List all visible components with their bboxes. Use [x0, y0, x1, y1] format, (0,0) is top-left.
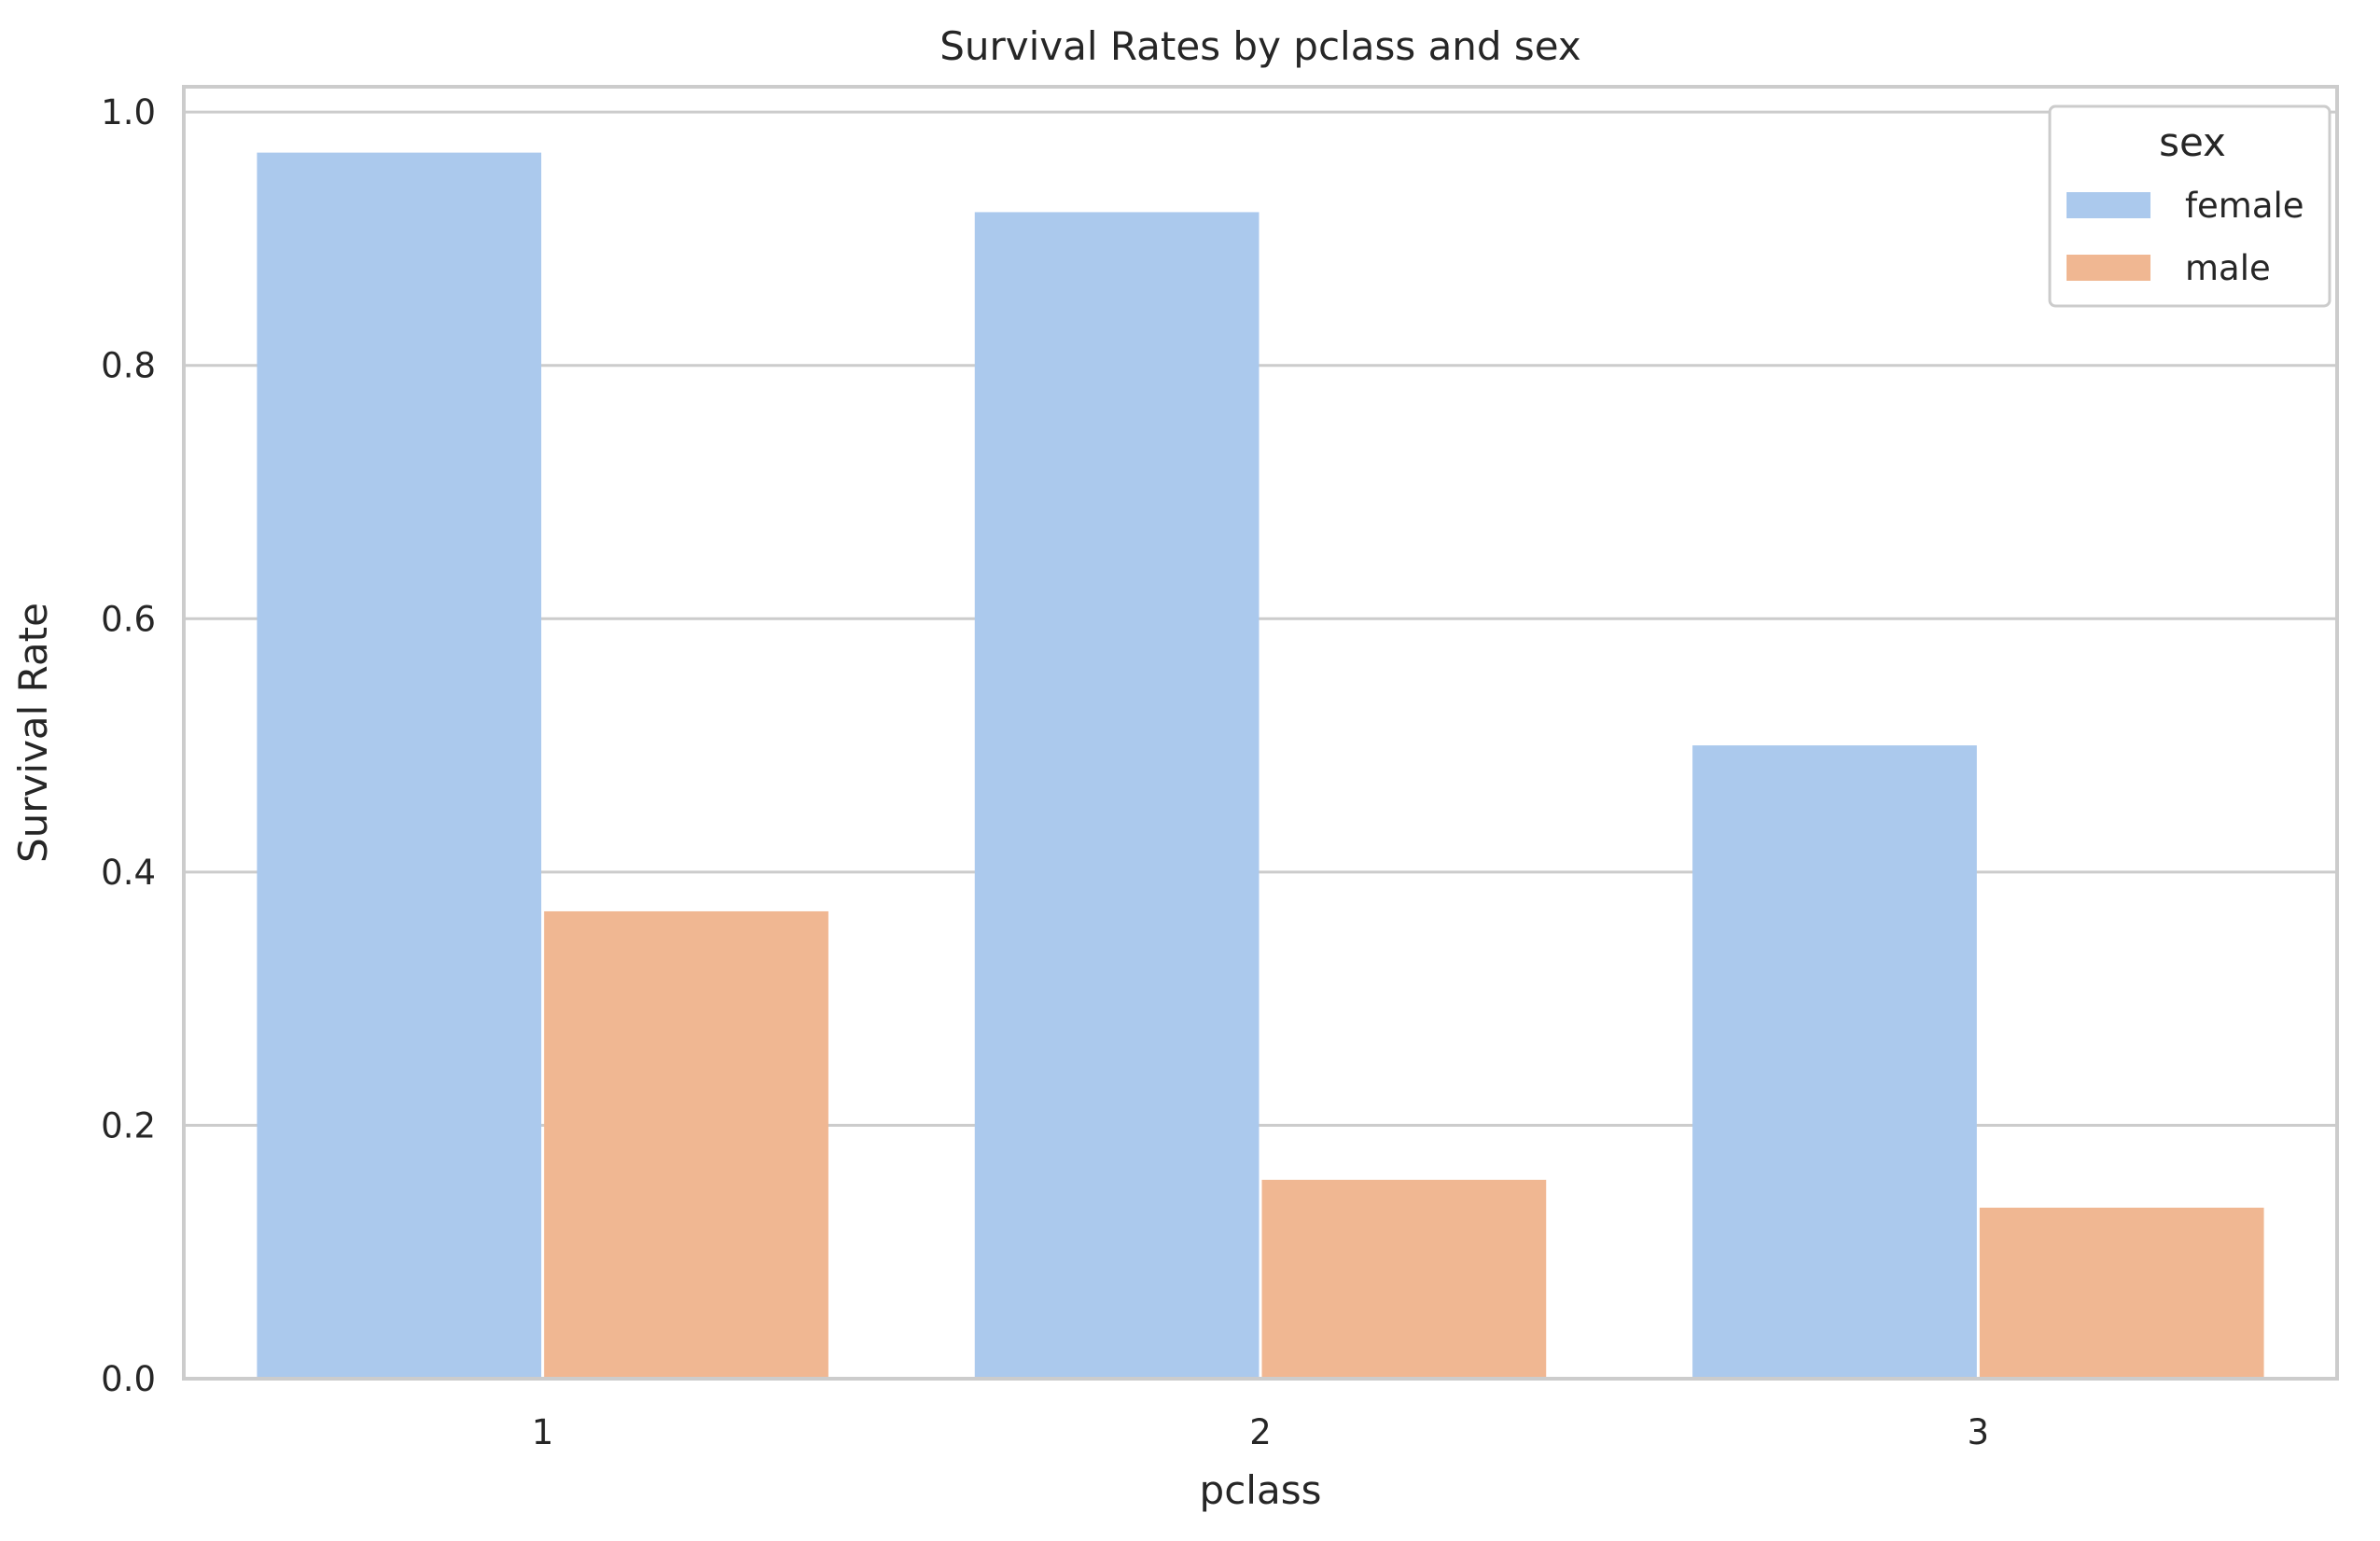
y-tick-label: 0.8 — [101, 346, 156, 386]
y-axis-ticks: 0.0 0.2 0.4 0.6 0.8 1.0 — [101, 92, 156, 1399]
legend-items: female male — [2067, 186, 2304, 288]
legend-label-female: female — [2185, 186, 2304, 226]
bar-female-3 — [1692, 745, 1977, 1379]
y-tick-label: 0.0 — [101, 1359, 156, 1399]
legend: sex female male — [2048, 104, 2331, 308]
bar-female-2 — [974, 212, 1260, 1379]
legend-label-male: male — [2185, 248, 2271, 288]
bar-male-2 — [1261, 1179, 1547, 1379]
bar-male-1 — [544, 910, 828, 1379]
x-tick-label: 1 — [532, 1412, 554, 1452]
y-axis-label: Survival Rate — [10, 603, 56, 863]
x-tick-label: 2 — [1249, 1412, 1272, 1452]
legend-title: sex — [2159, 119, 2226, 165]
bars — [257, 152, 2264, 1379]
legend-swatch-male — [2067, 255, 2150, 281]
bar-male-3 — [1979, 1207, 2264, 1379]
x-axis-ticks: 1 2 3 — [532, 1412, 1989, 1452]
bar-female-1 — [257, 152, 542, 1379]
y-tick-label: 0.2 — [101, 1105, 156, 1145]
plot-frame — [182, 85, 2339, 1381]
x-tick-label: 3 — [1968, 1412, 1990, 1452]
legend-swatch-female — [2067, 192, 2150, 218]
y-tick-label: 0.4 — [101, 853, 156, 893]
y-tick-label: 1.0 — [101, 92, 156, 132]
x-axis-label: pclass — [1200, 1467, 1322, 1513]
y-tick-label: 0.6 — [101, 599, 156, 639]
chart-title: Survival Rates by pclass and sex — [939, 23, 1581, 69]
